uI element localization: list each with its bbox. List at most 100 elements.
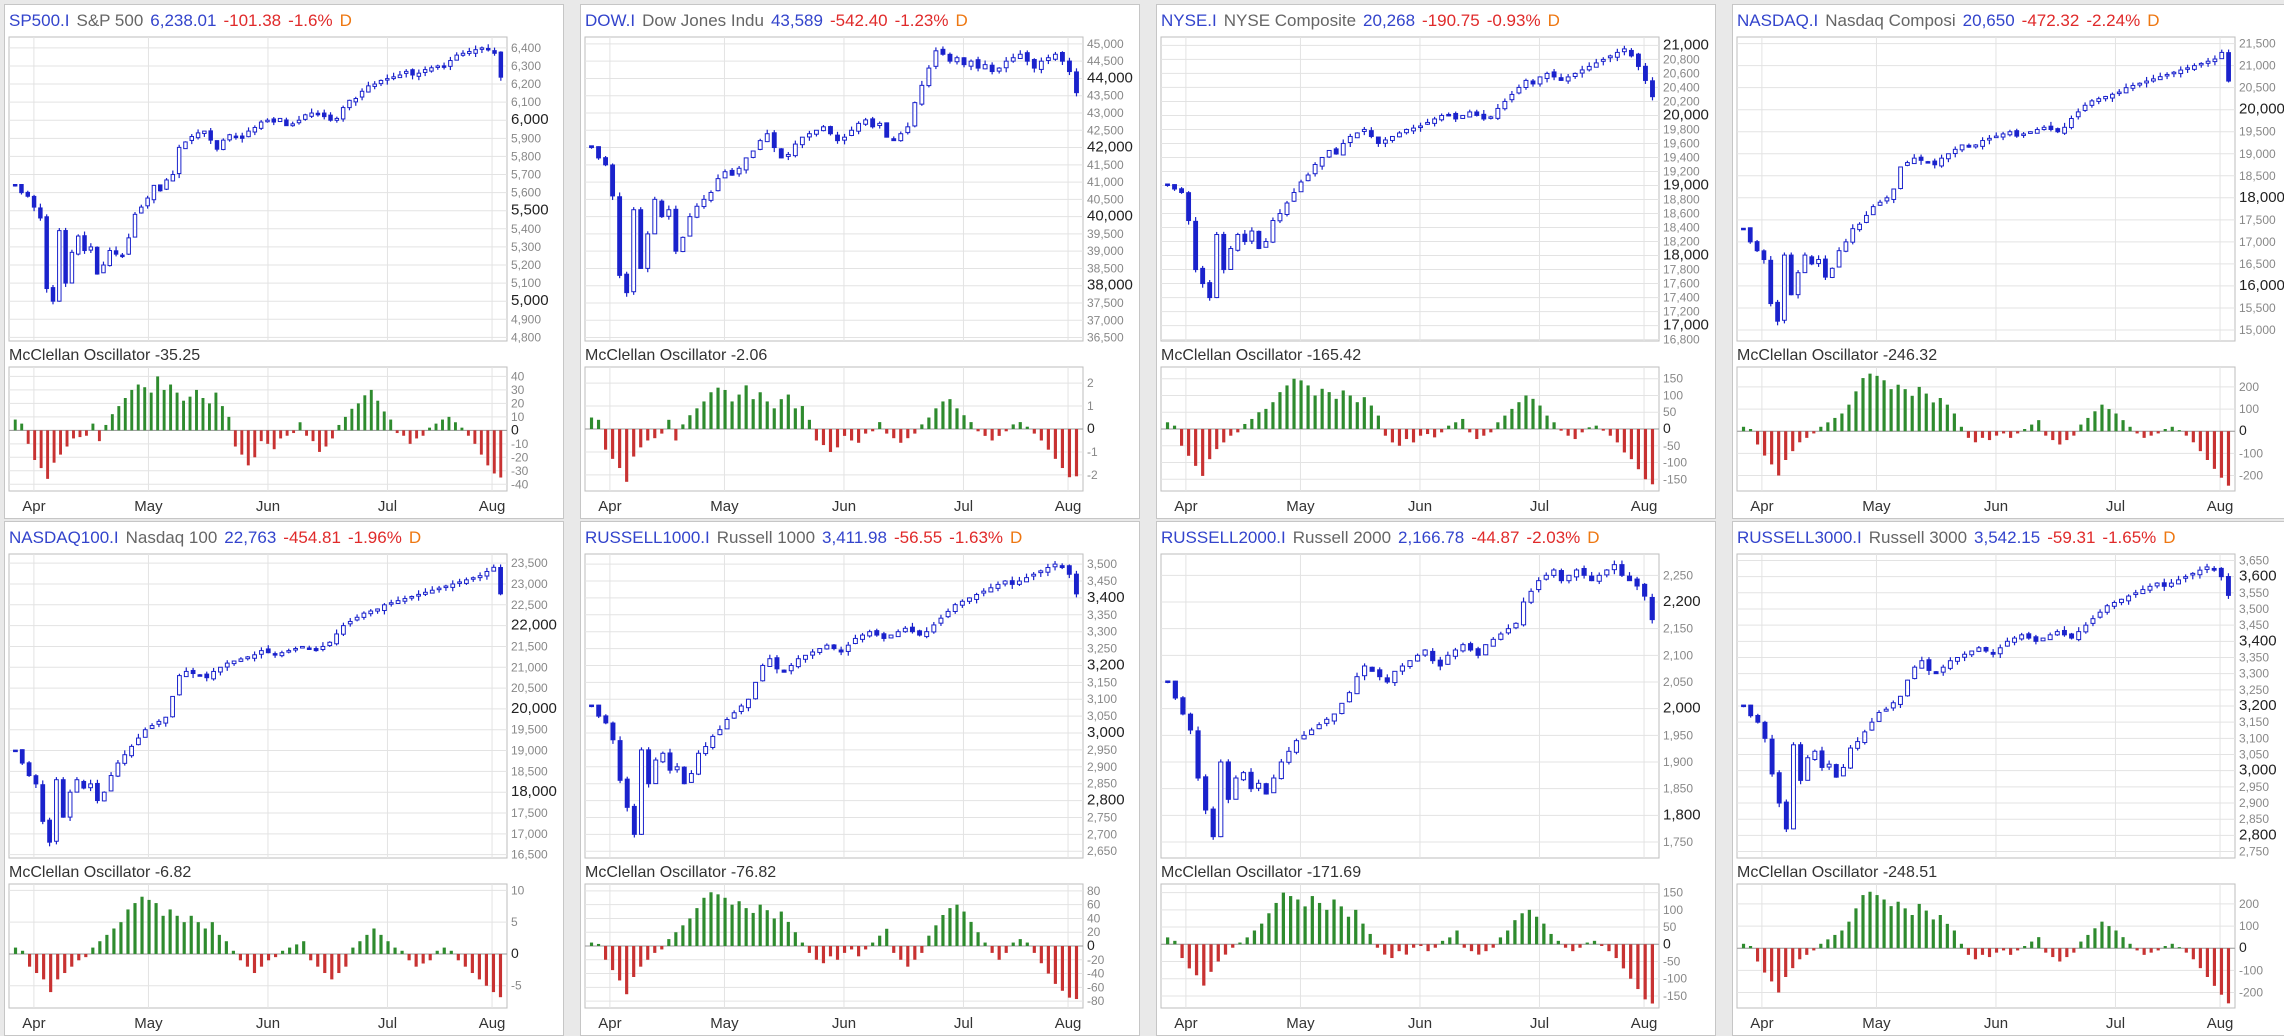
price-tick-label: 5,900 (511, 131, 541, 145)
candle-body (2161, 582, 2167, 587)
candle-body (1551, 569, 1557, 576)
candle-body (905, 126, 911, 134)
candle-body (1407, 660, 1413, 667)
period-button[interactable]: D (955, 11, 968, 30)
candle-body (1848, 747, 1853, 769)
period-button[interactable]: D (1587, 528, 1600, 547)
x-axis-label: Aug (1631, 1015, 1658, 1032)
candle-body (1783, 801, 1789, 830)
period-button[interactable]: D (1547, 11, 1560, 30)
candle-body (785, 153, 791, 157)
candle-body (19, 184, 24, 194)
chart-header: RUSSELL2000.I Russell 2000 2,166.78 -44.87-… (1161, 528, 1607, 548)
period-button[interactable]: D (2163, 528, 2176, 547)
candle-body (1179, 188, 1185, 194)
candle-body (2219, 51, 2225, 60)
candle-body (821, 126, 826, 132)
x-axis-label: Jul (378, 498, 397, 515)
candle-body (1543, 574, 1549, 580)
period-button[interactable]: D (2147, 11, 2160, 30)
candle-body (423, 591, 428, 595)
candle-body (610, 164, 616, 197)
period-button[interactable]: D (408, 528, 422, 547)
oscillator-tick-label: -100 (1663, 972, 1687, 986)
candle-body (277, 117, 283, 123)
candle-body (2111, 602, 2117, 607)
oscillator-tick-label: -100 (2239, 446, 2263, 460)
x-axis-label: May (1862, 498, 1891, 515)
x-axis-label: Apr (598, 498, 621, 515)
candle-body (1284, 202, 1290, 215)
candle-body (1741, 227, 1746, 231)
price-tick-label: 18,500 (2239, 169, 2276, 183)
candle-body (2192, 65, 2197, 70)
candle-body (409, 595, 415, 599)
symbol-link[interactable]: NYSE.I (1161, 11, 1217, 30)
candle-body (1768, 259, 1774, 305)
price-tick-label: 20,600 (1663, 66, 1700, 80)
candle-body (1776, 772, 1782, 804)
candle-body (231, 660, 237, 665)
candle-body (2185, 67, 2190, 70)
candle-body (1483, 644, 1489, 656)
x-axis-label: Aug (1631, 498, 1658, 515)
candle-body (258, 121, 264, 129)
candle-body (1467, 111, 1473, 118)
candle-body (2083, 624, 2089, 633)
symbol-link[interactable]: RUSSELL3000.I (1737, 528, 1862, 547)
candle-body (233, 135, 239, 139)
candle-body (2047, 634, 2053, 641)
candle-body (1278, 761, 1284, 780)
price-tick-label: 16,500 (2239, 257, 2276, 271)
symbol-link[interactable]: RUSSELL2000.I (1161, 528, 1286, 547)
symbol-link[interactable]: DOW.I (585, 11, 636, 30)
candle-body (2026, 633, 2032, 639)
candle-body (1067, 60, 1072, 73)
oscillator-tick-label: -1 (1087, 445, 1098, 459)
price-tick-label: 17,000 (1663, 317, 1709, 334)
x-axis-label: May (1862, 1015, 1891, 1032)
candle-body (139, 206, 144, 214)
candle-body (375, 608, 380, 612)
candle-body (1823, 258, 1828, 278)
candle-body (2130, 84, 2136, 89)
candle-body (1399, 665, 1406, 672)
candle-body (1460, 114, 1466, 119)
candle-body (931, 624, 937, 633)
symbol-link[interactable]: NASDAQ100.I (9, 528, 119, 547)
x-axis-label: Aug (1055, 1015, 1082, 1032)
price-tick-label: 20,000 (2239, 101, 2284, 118)
price-tick-label: 6,100 (511, 95, 541, 109)
percent-change: -1.63% (949, 528, 1004, 547)
period-button[interactable]: D (1010, 528, 1023, 547)
candle-body (142, 729, 148, 738)
candle-body (1983, 647, 1989, 652)
candle-body (842, 136, 847, 141)
candle-body (1309, 729, 1315, 736)
price-tick-label: 2,150 (1663, 622, 1693, 636)
symbol-link[interactable]: NASDAQ.I (1737, 11, 1819, 30)
candle-body (1520, 601, 1527, 626)
candle-body (2028, 131, 2033, 134)
oscillator-plot-frame (1160, 883, 1660, 1009)
candle-body (19, 749, 25, 764)
candle-body (2126, 595, 2132, 602)
oscillator-tick-label: -50 (1663, 955, 1681, 969)
candle-body (183, 670, 189, 678)
price-tick-label: 3,100 (2239, 731, 2269, 745)
candle-body (1509, 93, 1515, 101)
oscillator-title: McClellan Oscillator -35.25 (9, 347, 200, 365)
symbol-link[interactable]: RUSSELL1000.I (585, 528, 710, 547)
period-button[interactable]: D (339, 11, 352, 30)
candle-body (1939, 157, 1944, 167)
candle-body (1976, 647, 1982, 652)
price-tick-label: 17,600 (1663, 277, 1700, 291)
price-tick-label: 16,500 (511, 848, 548, 862)
x-axis-label: Jul (2106, 1015, 2125, 1032)
candle-body (1925, 161, 1931, 164)
candle-body (477, 575, 483, 579)
candle-body (589, 145, 594, 149)
candle-body (208, 130, 213, 141)
symbol-link[interactable]: SP500.I (9, 11, 70, 30)
oscillator-tick-label: -200 (2239, 986, 2263, 1000)
